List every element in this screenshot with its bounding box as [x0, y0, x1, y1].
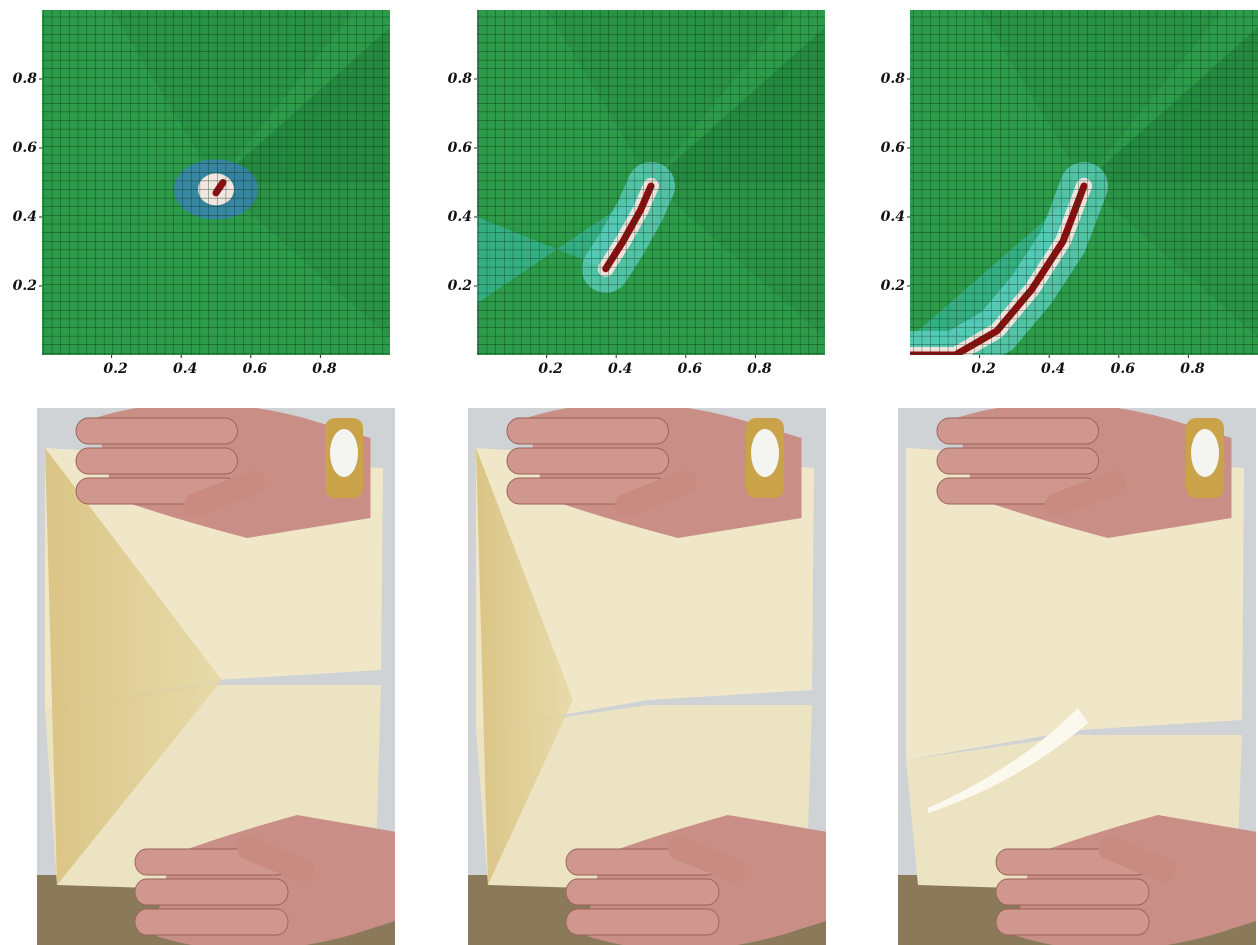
- heatmap: [910, 10, 1258, 355]
- x-tick-label: 0.6: [678, 361, 703, 377]
- watch-face: [1191, 429, 1219, 477]
- finger: [507, 418, 669, 444]
- y-tick-label: 0.2: [881, 278, 906, 294]
- x-tick-label: 0.8: [1180, 361, 1205, 377]
- mesh: [477, 10, 825, 355]
- finger: [76, 418, 238, 444]
- x-tick-label: 0.8: [312, 361, 337, 377]
- y-tick-label: 0.4: [13, 209, 37, 225]
- finger: [507, 448, 669, 474]
- photo: [898, 403, 1258, 945]
- x-tick-label: 0.8: [747, 361, 772, 377]
- y-tick-label: 0.8: [13, 71, 38, 87]
- finger: [76, 448, 238, 474]
- y-tick-label: 0.4: [881, 209, 905, 225]
- y-tick-label: 0.4: [448, 209, 472, 225]
- watch-face: [751, 429, 779, 477]
- finger: [937, 448, 1099, 474]
- finger: [996, 909, 1149, 935]
- figure: 0.2 0.4 0.6 0.8 0.2 0.4 0.6 0.8 0.2 0.4 0.6 0.8 0.2 0…: [0, 0, 1258, 945]
- x-tick-label: 0.4: [173, 361, 197, 377]
- y-tick-label: 0.8: [448, 71, 473, 87]
- watch-face: [330, 429, 358, 477]
- y-tick-label: 0.2: [13, 278, 38, 294]
- finger: [135, 909, 288, 935]
- x-tick-label: 0.4: [608, 361, 632, 377]
- figure-canvas: 0.2 0.4 0.6 0.8 0.2 0.4 0.6 0.8 0.2 0.4 0.6 0.8 0.2 0…: [0, 0, 1258, 945]
- mesh: [42, 10, 390, 355]
- y-tick-label: 0.6: [881, 140, 906, 156]
- x-tick-label: 0.6: [1111, 361, 1136, 377]
- y-tick-label: 0.6: [13, 140, 38, 156]
- finger: [566, 909, 719, 935]
- photo: [37, 403, 414, 945]
- x-tick-label: 0.6: [243, 361, 268, 377]
- x-tick-label: 0.2: [538, 361, 563, 377]
- y-tick-label: 0.8: [881, 71, 906, 87]
- finger: [566, 879, 719, 905]
- finger: [135, 879, 288, 905]
- y-tick-label: 0.6: [448, 140, 473, 156]
- photo: [468, 403, 845, 945]
- heatmap: [42, 10, 390, 355]
- finger: [996, 879, 1149, 905]
- x-tick-label: 0.2: [103, 361, 128, 377]
- x-tick-label: 0.4: [1041, 361, 1065, 377]
- y-tick-label: 0.2: [448, 278, 473, 294]
- x-tick-label: 0.2: [971, 361, 996, 377]
- mesh: [910, 10, 1258, 355]
- heatmap: [477, 10, 825, 355]
- finger: [937, 418, 1099, 444]
